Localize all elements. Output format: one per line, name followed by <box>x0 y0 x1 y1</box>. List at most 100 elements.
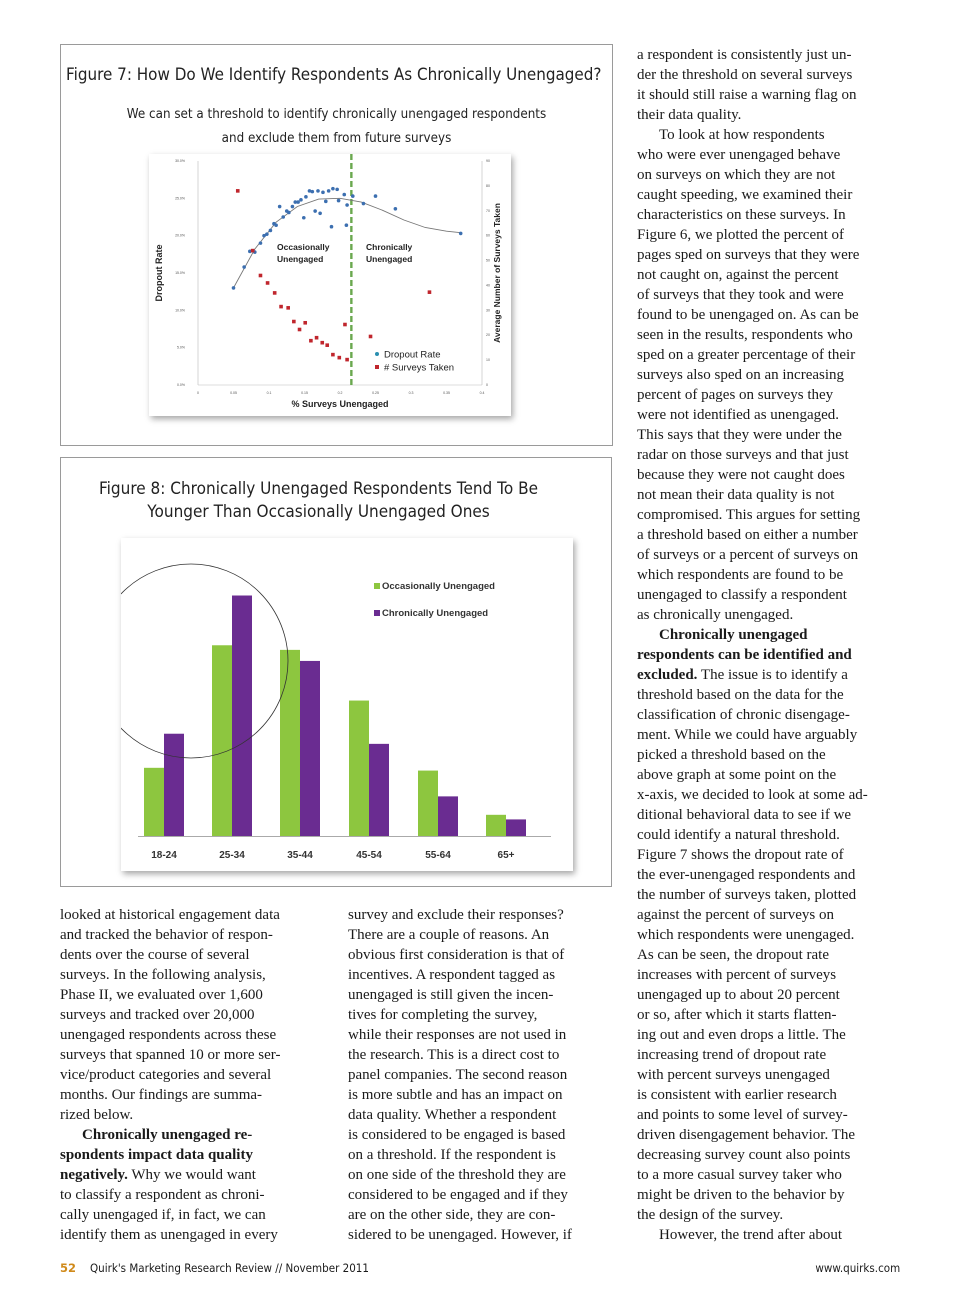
legend-label: Chronically Unengaged <box>382 608 488 619</box>
text-line: dents over the course of several <box>60 947 250 963</box>
text-line: increasing trend of dropout rate <box>637 1047 827 1063</box>
dropout-rate-point <box>361 201 366 206</box>
y2-tick-label: 20 <box>486 333 490 337</box>
bar-chronic <box>369 743 389 836</box>
text-line: There are a couple of reasons. An <box>348 927 550 943</box>
dropout-rate-point <box>310 189 315 194</box>
dropout-rate-point <box>331 186 335 191</box>
y-tick-label: 5.0% <box>177 346 185 350</box>
figure-8: Figure 8: Chronically Unengaged Responde… <box>60 457 612 887</box>
dropout-rate-point <box>262 233 266 238</box>
text-line: not mean their data quality is not <box>637 487 835 503</box>
x-tick-label: 0.1 <box>267 391 272 395</box>
dropout-rate-point <box>268 228 273 233</box>
text-line: seen in the results, respondents who <box>637 327 853 343</box>
y2-axis-title: Average Number of Surveys Taken <box>492 203 502 343</box>
text-line: as chronically unengaged. <box>637 607 794 623</box>
y-tick-label: 15.0% <box>175 271 185 275</box>
y2-tick-label: 40 <box>486 283 490 287</box>
dropout-rate-point <box>326 189 331 193</box>
dropout-rate-point <box>296 200 300 204</box>
dropout-rate-point <box>336 198 341 203</box>
page-number: 52 <box>60 1261 77 1275</box>
text-line: the ever-unengaged respondents and <box>637 867 856 883</box>
dropout-rate-point <box>248 249 252 254</box>
text-line: panel companies. The second reason <box>348 1067 568 1083</box>
text-line: sped on a greater percentage of their <box>637 347 856 363</box>
text-line: above graph at some point on the <box>637 767 837 783</box>
y2-tick-label: 10 <box>486 358 490 362</box>
region-label-occasional: Unengaged <box>277 254 323 264</box>
surveys-taken-point <box>325 343 330 347</box>
dropout-rate-point <box>231 286 236 290</box>
figure-7-subtitle-line: and exclude them from future surveys <box>221 131 452 146</box>
text-line: surveys. In the following analysis, <box>60 967 266 983</box>
x-tick-label: 0.05 <box>230 391 237 395</box>
surveys-taken-point <box>345 357 349 362</box>
text-line: their data quality. <box>637 107 742 123</box>
dropout-rate-point <box>350 194 355 198</box>
text-line: der the threshold on several surveys <box>637 67 853 83</box>
text-line: incentives. A respondent tagged as <box>348 967 556 983</box>
text-line: negatively. Why we would want <box>60 1165 335 1185</box>
bold-lead-in: spondents impact data quality <box>60 1147 253 1163</box>
text-line: caught speeding, we examined their <box>637 187 853 203</box>
text-line: percent of pages on surveys they <box>637 387 834 403</box>
dropout-rate-point <box>301 215 306 220</box>
text-line: surveys that spanned 10 or more ser- <box>60 1047 281 1063</box>
y-tick-label: 25.0% <box>175 196 185 200</box>
bold-lead-in: Chronically unengaged re- <box>82 1127 253 1143</box>
text-line: Phase II, we evaluated over 1,600 <box>60 987 263 1003</box>
bold-lead-in: negatively. <box>60 1167 128 1183</box>
text-line: against the percent of surveys on <box>637 907 835 923</box>
region-label-occasional: Occasionally <box>277 242 330 252</box>
x-tick-label: 0.2 <box>338 391 343 395</box>
bar-chronic <box>300 660 320 836</box>
text-line: compromised. This argues for setting <box>637 507 861 523</box>
dropout-rate-point <box>316 189 320 193</box>
dropout-rate-point <box>393 206 398 211</box>
text-line: pages sped on surveys that they were <box>637 247 860 263</box>
y-axis-title: Dropout Rate <box>154 245 164 302</box>
text-line: Chronically unengaged re- <box>60 1125 335 1145</box>
text-line: ment. While we could have arguably <box>637 727 858 743</box>
figure-7-subtitle: We can set a threshold to identify chron… <box>61 103 612 151</box>
text-line: tives for completing the survey, <box>348 1007 538 1023</box>
x-tick-label: 0.35 <box>443 391 450 395</box>
surveys-taken-point <box>320 340 325 345</box>
y-tick-label: 10.0% <box>175 308 185 312</box>
dropout-rate-point <box>258 241 263 245</box>
text-line: unengaged up to about 20 percent <box>637 987 840 1003</box>
figure-7: Figure 7: How Do We Identify Respondents… <box>60 44 613 446</box>
text-line: surveys also sped on an increasing <box>637 367 845 383</box>
dropout-rate-point <box>242 265 246 269</box>
x-tick-label: 0.4 <box>480 391 485 395</box>
dropout-rate-point <box>265 232 269 236</box>
text-line: radar on those surveys and that just <box>637 447 849 463</box>
figure-7-chart: 0 0.05 0.1 0.15 0.2 0.25 0.3 0.35 0.4 0.0% 5.0% 10.… <box>149 154 511 416</box>
website-link[interactable]: www.quirks.com <box>815 1261 900 1275</box>
text-line: to classify a respondent as chroni- <box>60 1187 265 1203</box>
text-line: a threshold based on either a number <box>637 527 858 543</box>
figure-8-title-line: Younger Than Occasionally Unengaged Ones <box>147 502 490 522</box>
text-line: the research. This is a direct cost to <box>348 1047 560 1063</box>
legend-label: Occasionally Unengaged <box>382 581 495 592</box>
dropout-rate-point <box>373 194 378 198</box>
text-line: considered to be engaged and if they <box>348 1187 568 1203</box>
figure-7-subtitle-line: We can set a threshold to identify chron… <box>126 107 547 122</box>
text-line: However, the trend after about <box>637 1225 912 1245</box>
text-line: ing out and even drops a little. The <box>637 1027 846 1043</box>
text-line: survey and exclude their responses? <box>348 907 564 923</box>
surveys-taken-point <box>309 338 313 343</box>
dropout-rate-point <box>287 210 291 215</box>
text-line: unengaged is still given the incen- <box>348 987 554 1003</box>
dropout-rate-point <box>281 215 285 219</box>
text-line: characteristics on these surveys. In <box>637 207 846 223</box>
text-line: Figure 6, we plotted the percent of <box>637 227 845 243</box>
figure-7-title: Figure 7: How Do We Identify Respondents… <box>66 65 602 84</box>
y2-tick-label: 50 <box>486 259 490 263</box>
surveys-taken-point <box>235 189 240 193</box>
x-tick-label: 0.3 <box>409 391 414 395</box>
text-line: with percent surveys unengaged <box>637 1067 830 1083</box>
text-line: rized below. <box>60 1107 134 1123</box>
